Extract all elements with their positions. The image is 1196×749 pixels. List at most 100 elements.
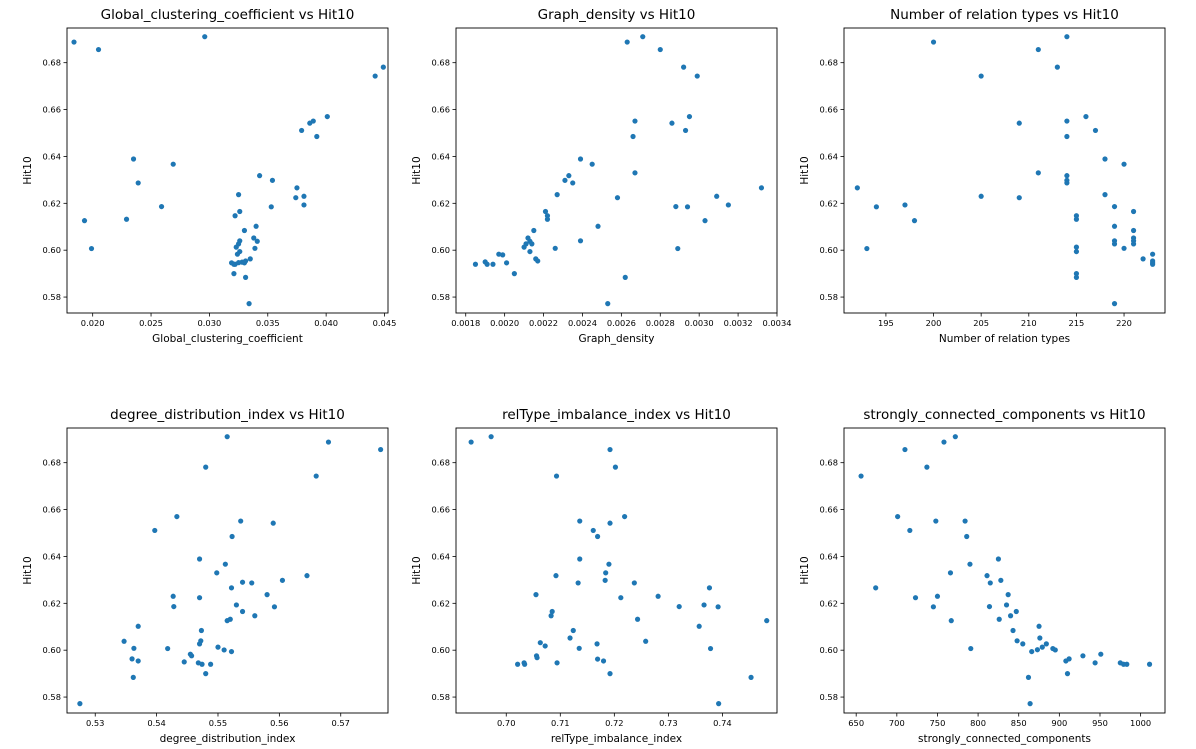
- data-point: [529, 241, 535, 247]
- data-point: [1146, 661, 1153, 667]
- data-point: [1036, 623, 1042, 629]
- data-point: [293, 195, 299, 201]
- data-point: [324, 113, 330, 120]
- data-point: [196, 556, 203, 562]
- data-point: [1003, 602, 1010, 608]
- data-point: [968, 645, 974, 652]
- data-point: [996, 616, 1002, 622]
- data-point: [924, 464, 930, 470]
- data-point: [1120, 661, 1127, 667]
- data-point: [577, 238, 584, 244]
- data-point: [964, 533, 970, 540]
- data-point: [496, 251, 502, 257]
- data-point: [576, 645, 582, 651]
- x-tick-label: 215: [1068, 318, 1084, 328]
- data-point: [1121, 245, 1127, 251]
- data-point: [607, 671, 613, 677]
- y-tick-label: 0.68: [43, 58, 61, 68]
- y-tick-label: 0.60: [820, 245, 838, 255]
- data-point: [1130, 208, 1137, 215]
- data-point: [235, 192, 242, 198]
- y-tick-label: 0.64: [43, 551, 61, 561]
- y-tick-label: 0.64: [432, 551, 450, 561]
- data-point: [998, 577, 1004, 583]
- data-point: [764, 618, 770, 624]
- data-point: [1039, 644, 1045, 650]
- x-tick-label: 0.55: [209, 718, 227, 728]
- data-point: [1111, 301, 1118, 307]
- data-point: [472, 261, 479, 267]
- data-point: [1054, 64, 1060, 70]
- data-point: [252, 613, 258, 619]
- y-tick-label: 0.58: [432, 292, 450, 302]
- data-point: [522, 661, 528, 667]
- data-point: [251, 235, 257, 241]
- chart-panel-3: Number of relation types vs Hit10 195 200 2…: [799, 7, 1166, 345]
- data-point: [864, 245, 870, 252]
- data-point: [1073, 244, 1080, 250]
- data-point: [527, 248, 533, 255]
- chart-panel-1: Global_clustering_coefficient vs Hit10 0.…: [22, 7, 396, 345]
- data-point: [895, 513, 901, 520]
- data-point: [1098, 651, 1104, 657]
- plot-frame: [455, 27, 778, 314]
- data-point: [131, 645, 137, 651]
- data-point: [135, 180, 141, 186]
- data-point: [873, 585, 879, 591]
- data-point: [254, 238, 260, 244]
- y-tick-label: 0.62: [432, 198, 450, 208]
- data-point: [622, 513, 628, 520]
- data-point: [196, 641, 203, 647]
- data-point: [624, 39, 630, 45]
- data-point: [684, 204, 691, 210]
- data-point: [199, 661, 205, 667]
- data-point: [676, 603, 682, 610]
- data-point: [270, 520, 276, 526]
- data-point: [1150, 251, 1156, 257]
- data-point: [71, 39, 77, 45]
- data-point: [1035, 170, 1041, 176]
- data-point: [235, 260, 242, 266]
- data-point: [681, 64, 687, 70]
- data-point: [1140, 256, 1146, 262]
- data-point: [521, 244, 527, 250]
- data-point: [1063, 658, 1069, 664]
- data-point: [948, 618, 954, 624]
- x-tick-label: 0.0024: [568, 318, 597, 328]
- chart-title: Number of relation types vs Hit10: [890, 7, 1119, 23]
- chart-title: degree_distribution_index vs Hit10: [110, 407, 345, 423]
- data-point: [554, 192, 560, 198]
- x-tick-label: 205: [973, 318, 989, 328]
- data-point: [553, 473, 560, 479]
- x-tick-label: 750: [930, 718, 946, 728]
- y-tick-label: 0.58: [43, 692, 61, 702]
- data-point: [1111, 223, 1118, 229]
- data-point: [603, 570, 609, 576]
- data-point: [1016, 195, 1022, 201]
- data-point: [594, 641, 600, 647]
- data-point: [907, 527, 913, 534]
- data-point: [577, 156, 584, 162]
- plot-frame: [843, 27, 1166, 314]
- data-point: [1150, 261, 1156, 267]
- y-tick-label: 0.64: [820, 151, 838, 161]
- x-axis-label: Graph_density: [579, 333, 655, 345]
- y-axis-label: Hit10: [799, 556, 811, 584]
- x-tick-label: 900: [1051, 718, 1067, 728]
- data-point: [1083, 113, 1089, 120]
- data-point: [269, 177, 276, 183]
- data-point: [1130, 227, 1137, 234]
- data-point: [873, 204, 879, 210]
- y-tick-label: 0.66: [43, 105, 61, 115]
- x-axis-label: Global_clustering_coefficient: [152, 333, 303, 345]
- data-point: [715, 604, 721, 610]
- data-point: [241, 227, 248, 234]
- data-point: [933, 518, 939, 524]
- data-point: [1064, 133, 1070, 140]
- data-point: [380, 64, 386, 70]
- data-point: [171, 603, 177, 610]
- data-point: [237, 208, 243, 215]
- data-point: [1043, 641, 1049, 647]
- data-point: [542, 643, 548, 649]
- y-tick-label: 0.62: [43, 198, 61, 208]
